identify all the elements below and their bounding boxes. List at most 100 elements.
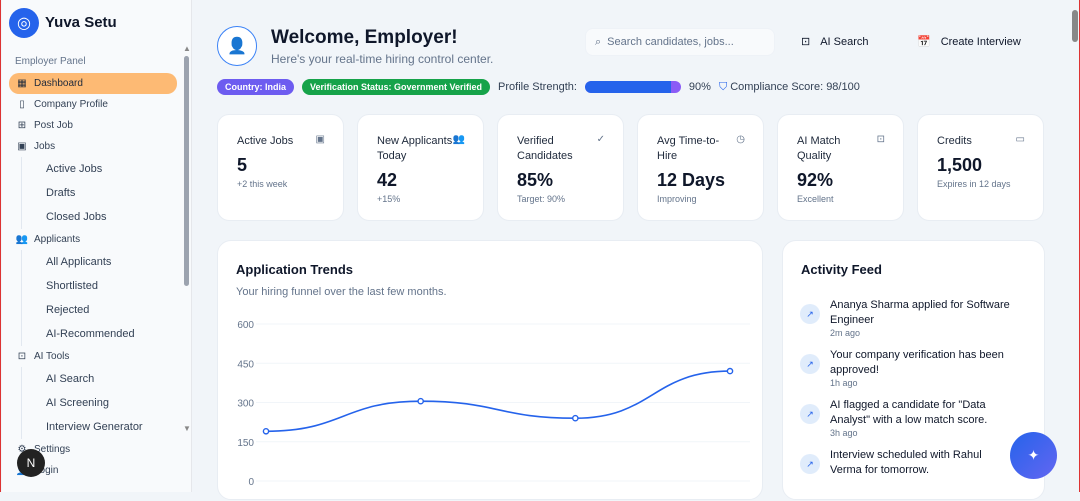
brand-name: Yuva Setu [45,14,117,31]
dev-badge[interactable]: N [17,449,45,477]
data-point[interactable] [417,397,424,405]
y-tick-label: 300 [237,399,254,410]
search-input[interactable]: ⌕ Search candidates, jobs... [585,28,775,56]
y-tick-label: 150 [237,438,254,449]
sidebar-subitem-shortlisted[interactable]: Shortlisted [21,274,177,298]
sidebar: ◎ Yuva Setu Employer Panel ▦ Dashboard ▯ C… [2,0,192,492]
label: AI Tools [34,351,70,362]
briefcase-icon: ▣ [315,134,325,145]
file-plus-icon: ⊞ [17,120,27,131]
profile-strength-value: 90% [688,81,711,93]
profile-strength-fill [584,81,672,93]
stat-value: 92% [797,170,834,190]
bot-icon: ⊡ [876,134,885,145]
stat-note: Excellent [797,194,834,204]
label: Dashboard [34,78,83,89]
y-tick-label: 600 [237,320,254,331]
compass-logo-icon[interactable]: ◎ [9,8,39,38]
stat-card[interactable]: Verified Candidates ✓ 85% Target: 90% [497,114,624,221]
stat-card[interactable]: Credits ▭ 1,500 Expires in 12 days [917,114,1044,221]
data-point[interactable] [572,414,579,422]
feed-time: 3h ago [830,428,858,438]
feed-item[interactable]: ↗ Your company verification has been appr… [800,348,1015,388]
page-title: Welcome, Employer! [271,27,458,48]
bot-icon: ⊡ [801,36,811,48]
y-tick-label: 0 [248,477,254,488]
sidebar-item-settings[interactable]: ⚙ Settings [9,439,177,460]
stat-card[interactable]: Avg Time-to-Hire ◷ 12 Days Improving [637,114,764,221]
stat-value: 5 [237,155,248,175]
sidebar-subitem-ai-search[interactable]: AI Search [21,367,177,391]
ai-search-button[interactable]: ⊡ AI Search [801,35,869,49]
calendar-plus-icon: 📅 [917,36,931,48]
section-label: Employer Panel [15,56,86,67]
stat-note: Improving [657,194,697,204]
feed-item[interactable]: ↗ AI flagged a candidate for "Data Analys… [800,398,1015,438]
stat-value: 12 Days [657,170,726,190]
data-point[interactable] [262,427,270,435]
stat-card[interactable]: AI Match Quality ⊡ 92% Excellent [777,114,904,221]
sidebar-subitem-interview-generator[interactable]: Interview Generator [21,415,177,439]
stat-card[interactable]: New Applicants Today 👥 42 +15% [357,114,484,221]
country-badge: Country: India [217,79,294,95]
profile-strength-label: Profile Strength: [498,81,577,93]
page-subtitle: Here's your real-time hiring control cen… [271,52,494,66]
activity-feed-panel: Activity Feed ↗ Ananya Sharma applied for… [782,240,1045,500]
label: Settings [34,444,71,455]
trending-up-icon: ↗ [800,454,820,474]
verification-badge: Verification Status: Government Verified [302,79,491,95]
stat-note: Target: 90% [517,194,566,204]
stat-label: Active Jobs [237,135,294,147]
stat-value: 1,500 [937,155,983,175]
main-scrollbar[interactable] [1072,10,1078,42]
stat-card[interactable]: Active Jobs ▣ 5 +2 this week [217,114,344,221]
sidebar-subitem-closed-jobs[interactable]: Closed Jobs [21,205,177,229]
sidebar-item-company-profile[interactable]: ▯ Company Profile [9,94,177,115]
sidebar-nav: ▦ Dashboard ▯ Company Profile ⊞ Post Job ▣ J… [9,73,177,481]
label: Company Profile [34,99,108,110]
sidebar-item-ai-tools[interactable]: ⊡ AI Tools [9,346,177,367]
feed-item[interactable]: ↗ Interview scheduled with Rahul Verma fo… [800,448,1015,478]
label: Login [34,465,59,476]
sidebar-subitem-active-jobs[interactable]: Active Jobs [21,157,177,181]
scroll-up-arrow[interactable]: ▲ [183,44,191,53]
stat-note: +15% [377,194,401,204]
status-row: Country: India Verification Status: Gove… [217,79,860,95]
shield-check-icon: ⛉ [718,80,728,93]
sidebar-item-applicants[interactable]: 👥 Applicants [9,229,177,250]
sidebar-subitem-drafts[interactable]: Drafts [21,181,177,205]
create-interview-button[interactable]: 📅 Create Interview [917,35,1021,49]
profile-strength-bar [584,81,681,93]
building-icon: ▯ [19,99,25,110]
feed-time: 1h ago [830,378,858,388]
feed-title: Activity Feed [801,262,882,277]
label: AI Search [820,35,869,48]
data-point[interactable] [726,367,734,375]
feed-item[interactable]: ↗ Ananya Sharma applied for Software Engi… [800,298,1015,338]
sidebar-subitem-all-applicants[interactable]: All Applicants [21,250,177,274]
feed-text: AI flagged a candidate for "Data Analyst… [830,399,988,426]
grid-icon: ▦ [17,78,27,89]
trending-up-icon: ↗ [800,304,820,324]
label: Applicants [34,234,81,245]
scroll-down-arrow[interactable]: ▼ [183,424,191,433]
user-avatar-icon[interactable]: 👤 [217,26,257,66]
stat-value: 85% [517,170,554,190]
sidebar-item-jobs[interactable]: ▣ Jobs [9,136,177,157]
sidebar-subitem-ai-screening[interactable]: AI Screening [21,391,177,415]
main-content: 👤 Welcome, Employer! Here's your real-ti… [193,0,1079,500]
feed-time: 2m ago [830,328,861,338]
feed-text: Ananya Sharma applied for Software Engin… [830,299,1010,326]
gear-icon: ⚙ [17,444,27,455]
ai-assistant-sparkle-button[interactable]: ✦ [1010,432,1057,479]
search-icon: ⌕ [595,35,602,48]
sidebar-subitem-rejected[interactable]: Rejected [21,298,177,322]
sidebar-item-post-job[interactable]: ⊞ Post Job [9,115,177,136]
sidebar-subitem-ai-recommended[interactable]: AI-Recommended [21,322,177,346]
compliance-score: Compliance Score: 98/100 [730,81,860,93]
label: Jobs [34,141,56,152]
chart-title: Application Trends [236,262,354,277]
sidebar-scrollbar[interactable] [184,56,189,286]
activity-feed-list: ↗ Ananya Sharma applied for Software Engi… [800,298,1015,488]
sidebar-item-dashboard[interactable]: ▦ Dashboard [9,73,177,94]
